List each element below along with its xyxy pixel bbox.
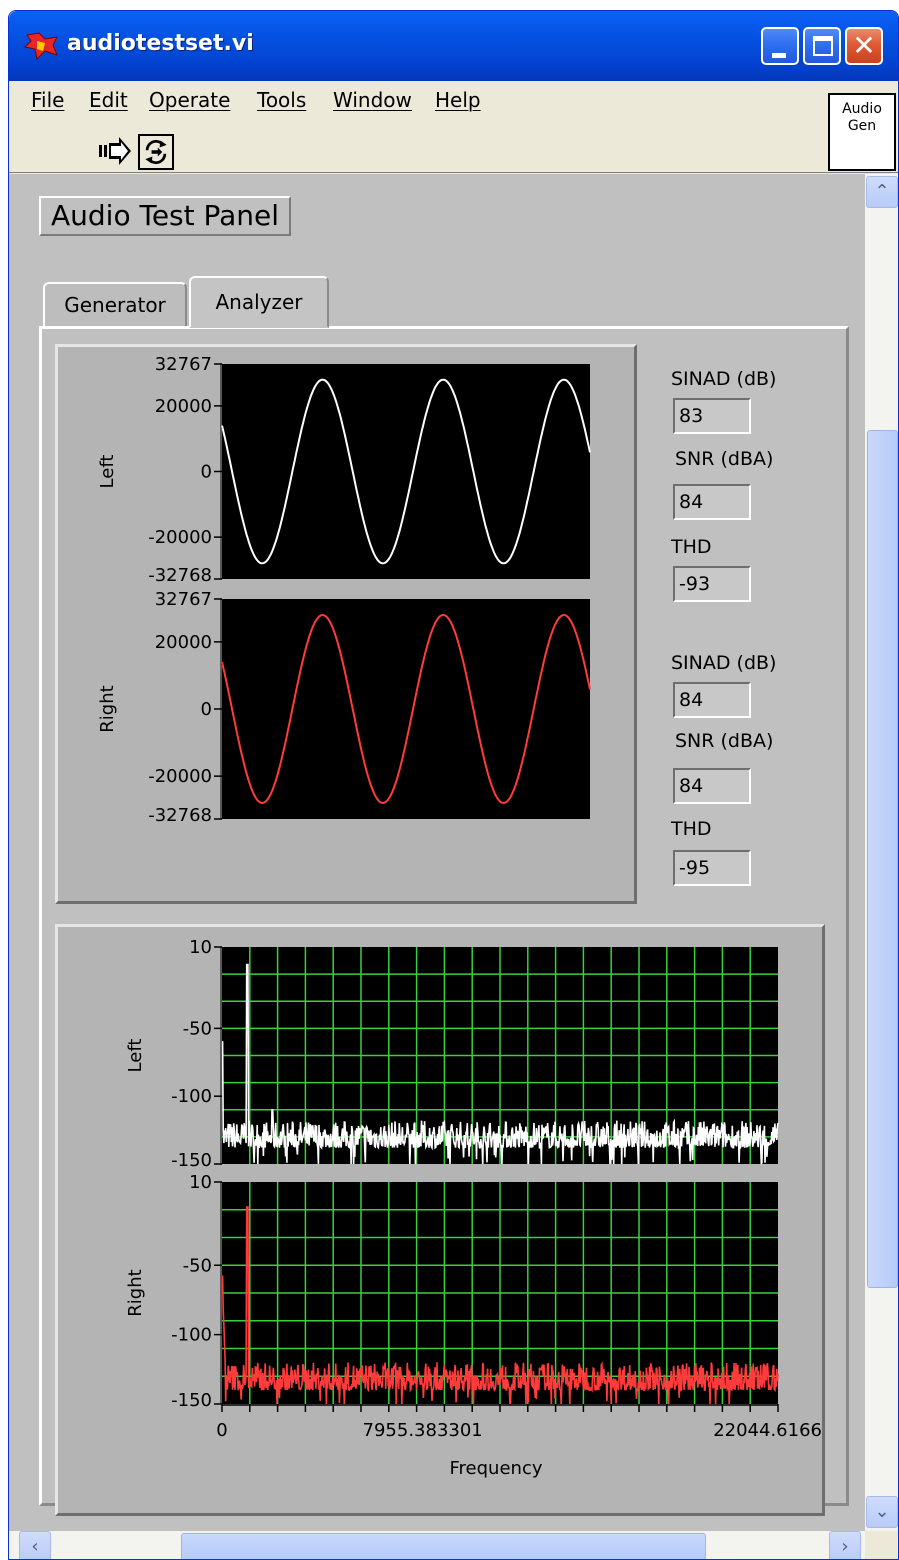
right-thd-label: THD — [671, 818, 712, 840]
scroll-left-button[interactable]: ‹ — [19, 1531, 51, 1559]
y-tick-label: -100 — [171, 1325, 212, 1346]
maximize-icon — [813, 36, 833, 56]
run-continuously-icon[interactable] — [138, 134, 174, 170]
chevron-up-icon: ⌃ — [874, 181, 890, 202]
title-bar[interactable]: audiotestset.vi ✕ — [9, 11, 898, 81]
x-axis-title: Frequency — [450, 1458, 543, 1479]
menu-file[interactable]: File — [31, 88, 65, 112]
y-tick-label: -32768 — [148, 565, 212, 586]
maximize-button[interactable] — [803, 27, 841, 65]
plot-area-0 — [222, 364, 590, 579]
left-thd-label: THD — [671, 536, 712, 558]
close-icon: ✕ — [852, 29, 876, 62]
y-tick-label: -100 — [171, 1086, 212, 1107]
y-tick-label: 32767 — [155, 354, 212, 375]
left-snr-value: 84 — [673, 484, 751, 520]
chevron-left-icon: ‹ — [31, 1536, 39, 1557]
y-tick-label: 20000 — [155, 396, 212, 417]
vertical-scrollbar[interactable]: ⌃ ⌄ — [865, 174, 898, 1531]
window-title: audiotestset.vi — [67, 31, 254, 56]
app-window: audiotestset.vi ✕ File Edit Operate Tool… — [8, 10, 899, 1560]
x-tick-label: 0 — [216, 1420, 227, 1441]
vertical-scroll-thumb[interactable] — [867, 430, 898, 1288]
y-tick-label: -32768 — [148, 805, 212, 826]
menu-edit[interactable]: Edit — [89, 88, 128, 112]
chevron-right-icon: › — [841, 1536, 849, 1557]
toolbar — [9, 115, 898, 173]
left-sinad-value: 83 — [673, 398, 751, 434]
x-tick-label: 7955.383301 — [363, 1420, 483, 1441]
resize-grip-icon[interactable] — [865, 1531, 898, 1559]
right-waveform-trace — [221, 613, 591, 805]
audio-gen-vi-icon[interactable]: Audio Gen — [828, 93, 896, 171]
menu-help[interactable]: Help — [435, 88, 481, 112]
minimize-button[interactable] — [761, 27, 799, 65]
y-axis-title: Right — [125, 1269, 146, 1316]
charts-layer: 32767 20000 0 -20000 -32768 Left 32767 20000 0 -2… — [97, 354, 822, 1479]
plot-area-1 — [222, 599, 590, 819]
y-tick-label: -150 — [171, 1390, 212, 1411]
right-spectrum-trace — [221, 1206, 779, 1405]
y-tick-label: 20000 — [155, 632, 212, 653]
y-tick-label: -20000 — [148, 527, 212, 548]
right-thd-value: -95 — [673, 850, 751, 886]
y-axis-title: Left — [125, 1039, 146, 1073]
horizontal-scrollbar[interactable]: ‹ › — [9, 1531, 865, 1559]
horizontal-scroll-thumb[interactable] — [181, 1533, 706, 1559]
x-tick-label: 22044.6166 — [713, 1420, 822, 1441]
tab-analyzer[interactable]: Analyzer — [189, 276, 329, 328]
y-axis-title: Left — [97, 455, 118, 489]
scroll-down-button[interactable]: ⌄ — [866, 1496, 898, 1528]
y-axis-title: Right — [97, 685, 118, 732]
left-thd-value: -93 — [673, 566, 751, 602]
menu-tools[interactable]: Tools — [257, 88, 307, 112]
right-sinad-value: 84 — [673, 682, 751, 718]
y-tick-label: 10 — [189, 1172, 212, 1193]
scroll-right-button[interactable]: › — [829, 1531, 861, 1559]
labview-app-icon — [23, 32, 58, 61]
y-tick-label: -150 — [171, 1150, 212, 1171]
y-tick-label: 0 — [201, 699, 212, 720]
left-snr-label: SNR (dBA) — [675, 448, 774, 470]
audio-gen-line1: Audio — [842, 101, 882, 117]
minimize-icon — [772, 53, 786, 58]
menu-bar: File Edit Operate Tools Window Help — [9, 81, 898, 115]
scroll-up-button[interactable]: ⌃ — [866, 176, 898, 208]
right-sinad-label: SINAD (dB) — [671, 652, 777, 674]
chevron-down-icon: ⌄ — [874, 1501, 890, 1522]
left-sinad-label: SINAD (dB) — [671, 368, 777, 390]
y-tick-label: 32767 — [155, 589, 212, 610]
y-tick-label: 0 — [201, 461, 212, 482]
y-tick-label: 10 — [189, 937, 212, 958]
page-title: Audio Test Panel — [39, 196, 292, 236]
close-button[interactable]: ✕ — [845, 27, 883, 65]
y-tick-label: -50 — [183, 1255, 212, 1276]
right-snr-label: SNR (dBA) — [675, 730, 774, 752]
menu-window[interactable]: Window — [333, 88, 412, 112]
y-tick-label: -50 — [183, 1018, 212, 1039]
left-spectrum-trace — [221, 963, 779, 1165]
y-tick-label: -20000 — [148, 766, 212, 787]
menu-operate[interactable]: Operate — [149, 88, 231, 112]
left-waveform-trace — [221, 378, 591, 565]
audio-gen-line2: Gen — [847, 118, 877, 134]
right-snr-value: 84 — [673, 768, 751, 804]
front-panel: Audio Test Panel Generator Analyzer 3276… — [9, 174, 865, 1531]
run-arrow-icon[interactable] — [97, 135, 133, 167]
tab-generator[interactable]: Generator — [43, 282, 187, 328]
